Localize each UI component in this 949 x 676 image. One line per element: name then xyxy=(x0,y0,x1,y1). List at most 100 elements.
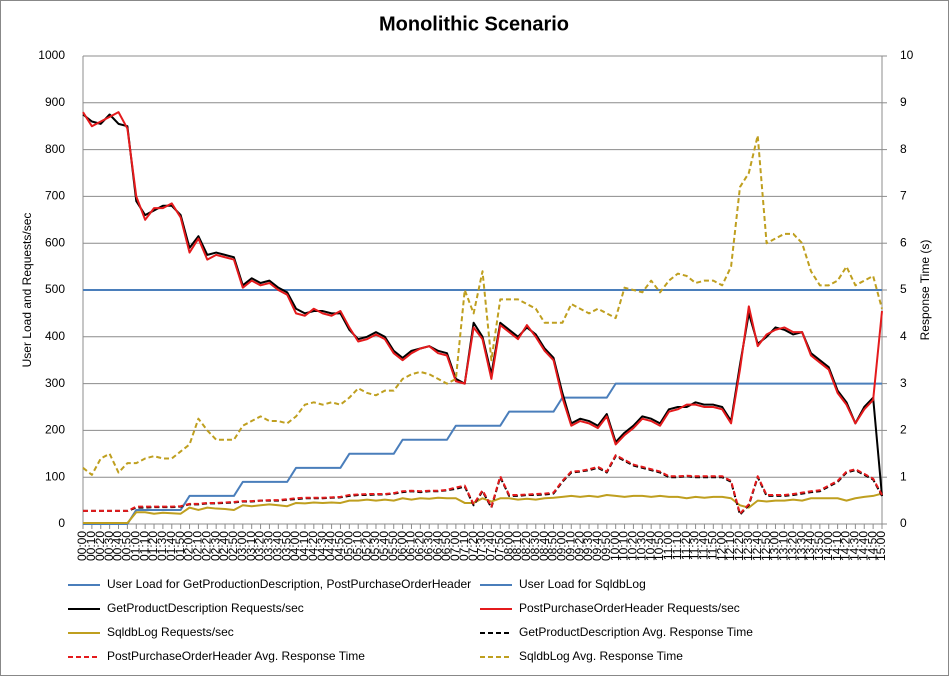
legend-label: SqldbLog Avg. Response Time xyxy=(519,649,683,663)
y2-tick-label: 10 xyxy=(900,48,914,62)
legend-label: User Load for GetProductionDescription, … xyxy=(107,577,471,591)
legend-label: User Load for SqldbLog xyxy=(519,577,646,591)
x-tick-label: 05:50 xyxy=(386,531,400,561)
x-tick-label: 00:50 xyxy=(120,531,134,561)
x-tick-label: 02:20 xyxy=(199,531,213,561)
x-tick-label: 03:00 xyxy=(235,531,249,561)
y2-tick-label: 1 xyxy=(900,469,907,483)
x-tick-label: 04:20 xyxy=(306,531,320,561)
x-tick-label: 13:10 xyxy=(777,531,791,561)
x-tick-label: 07:40 xyxy=(484,531,498,561)
y-tick-label: 700 xyxy=(45,189,65,203)
x-tick-label: 10:30 xyxy=(634,531,648,561)
x-tick-label: 10:20 xyxy=(626,531,640,561)
series-line xyxy=(82,111,883,446)
legend-label: PostPurchaseOrderHeader Avg. Response Ti… xyxy=(107,649,365,663)
x-tick-label: 05:20 xyxy=(359,531,373,561)
y-tick-label: 800 xyxy=(45,142,65,156)
x-tick-label: 04:50 xyxy=(333,531,347,561)
x-tick-label: 00:10 xyxy=(84,531,98,561)
x-tick-label: 14:30 xyxy=(848,531,862,561)
y2-tick-label: 0 xyxy=(900,516,907,530)
x-tick-label: 02:40 xyxy=(217,531,231,561)
x-tick-label: 12:00 xyxy=(714,531,728,561)
x-tick-label: 12:30 xyxy=(741,531,755,561)
x-tick-label: 03:20 xyxy=(253,531,267,561)
y2-tick-label: 3 xyxy=(900,376,907,390)
x-tick-label: 09:20 xyxy=(572,531,586,561)
y2-axis-label: Response Time (s) xyxy=(918,240,932,341)
x-tick-label: 14:00 xyxy=(821,531,835,561)
y-tick-label: 0 xyxy=(58,516,65,530)
x-tick-label: 10:00 xyxy=(608,531,622,561)
x-tick-label: 11:40 xyxy=(697,531,711,560)
x-tick-label: 03:40 xyxy=(270,531,284,561)
x-tick-label: 08:30 xyxy=(528,531,542,561)
x-tick-label: 03:30 xyxy=(262,531,276,561)
y-tick-label: 400 xyxy=(45,329,65,343)
x-tick-label: 12:40 xyxy=(750,531,764,561)
x-tick-label: 13:40 xyxy=(803,531,817,561)
x-tick-label: 12:20 xyxy=(732,531,746,561)
x-tick-label: 00:30 xyxy=(102,531,116,561)
x-tick-label: 14:40 xyxy=(856,531,870,561)
x-tick-label: 11:00 xyxy=(661,531,675,560)
x-tick-label: 01:30 xyxy=(155,531,169,561)
x-tick-label: 04:40 xyxy=(324,531,338,561)
x-tick-label: 09:50 xyxy=(599,531,613,561)
x-tick-label: 09:30 xyxy=(581,531,595,561)
x-tick-label: 01:00 xyxy=(128,531,142,561)
x-tick-label: 00:00 xyxy=(75,531,89,561)
x-tick-label: 08:20 xyxy=(519,531,533,561)
x-tick-label: 04:00 xyxy=(288,531,302,561)
x-tick-label: 11:10 xyxy=(670,531,684,560)
x-tick-label: 01:20 xyxy=(146,531,160,561)
x-tick-label: 06:10 xyxy=(404,531,418,561)
x-tick-label: 10:10 xyxy=(617,531,631,561)
x-tick-label: 07:30 xyxy=(475,531,489,561)
legend-label: PostPurchaseOrderHeader Requests/sec xyxy=(519,601,740,615)
x-tick-label: 04:30 xyxy=(315,531,329,561)
y-tick-label: 500 xyxy=(45,282,65,296)
x-tick-label: 02:00 xyxy=(182,531,196,561)
x-tick-label: 00:40 xyxy=(111,531,125,561)
x-tick-label: 07:20 xyxy=(466,531,480,561)
x-tick-label: 01:50 xyxy=(173,531,187,561)
x-tick-label: 08:10 xyxy=(510,531,524,561)
x-tick-label: 06:30 xyxy=(421,531,435,561)
x-tick-label: 05:30 xyxy=(368,531,382,561)
y-tick-label: 1000 xyxy=(38,48,65,62)
x-tick-label: 05:40 xyxy=(377,531,391,561)
y-tick-label: 300 xyxy=(45,376,65,390)
x-tick-label: 13:20 xyxy=(785,531,799,561)
x-tick-label: 04:10 xyxy=(297,531,311,561)
x-tick-label: 00:20 xyxy=(93,531,107,561)
x-tick-label: 08:50 xyxy=(546,531,560,561)
x-tick-label: 11:20 xyxy=(679,531,693,560)
x-tick-label: 14:20 xyxy=(839,531,853,561)
legend-label: GetProductDescription Avg. Response Time xyxy=(519,625,753,639)
y-tick-label: 100 xyxy=(45,469,65,483)
series-line xyxy=(83,454,883,515)
x-tick-label: 03:10 xyxy=(244,531,258,561)
x-tick-label: 05:10 xyxy=(350,531,364,561)
y2-tick-label: 4 xyxy=(900,329,907,343)
x-tick-label: 07:50 xyxy=(492,531,506,561)
x-tick-label: 12:10 xyxy=(723,531,737,561)
legend-label: GetProductDescription Requests/sec xyxy=(107,601,304,615)
y2-tick-label: 2 xyxy=(900,423,907,437)
x-tick-label: 11:50 xyxy=(705,531,719,560)
x-tick-label: 14:10 xyxy=(830,531,844,561)
x-tick-label: 08:00 xyxy=(501,531,515,561)
x-tick-label: 13:30 xyxy=(794,531,808,561)
x-tick-label: 02:50 xyxy=(226,531,240,561)
x-tick-label: 10:50 xyxy=(652,531,666,561)
x-tick-label: 06:50 xyxy=(439,531,453,561)
x-tick-label: 12:50 xyxy=(759,531,773,561)
chart-title: Monolithic Scenario xyxy=(379,13,569,35)
x-tick-label: 10:40 xyxy=(643,531,657,561)
x-tick-label: 15:00 xyxy=(874,531,888,561)
